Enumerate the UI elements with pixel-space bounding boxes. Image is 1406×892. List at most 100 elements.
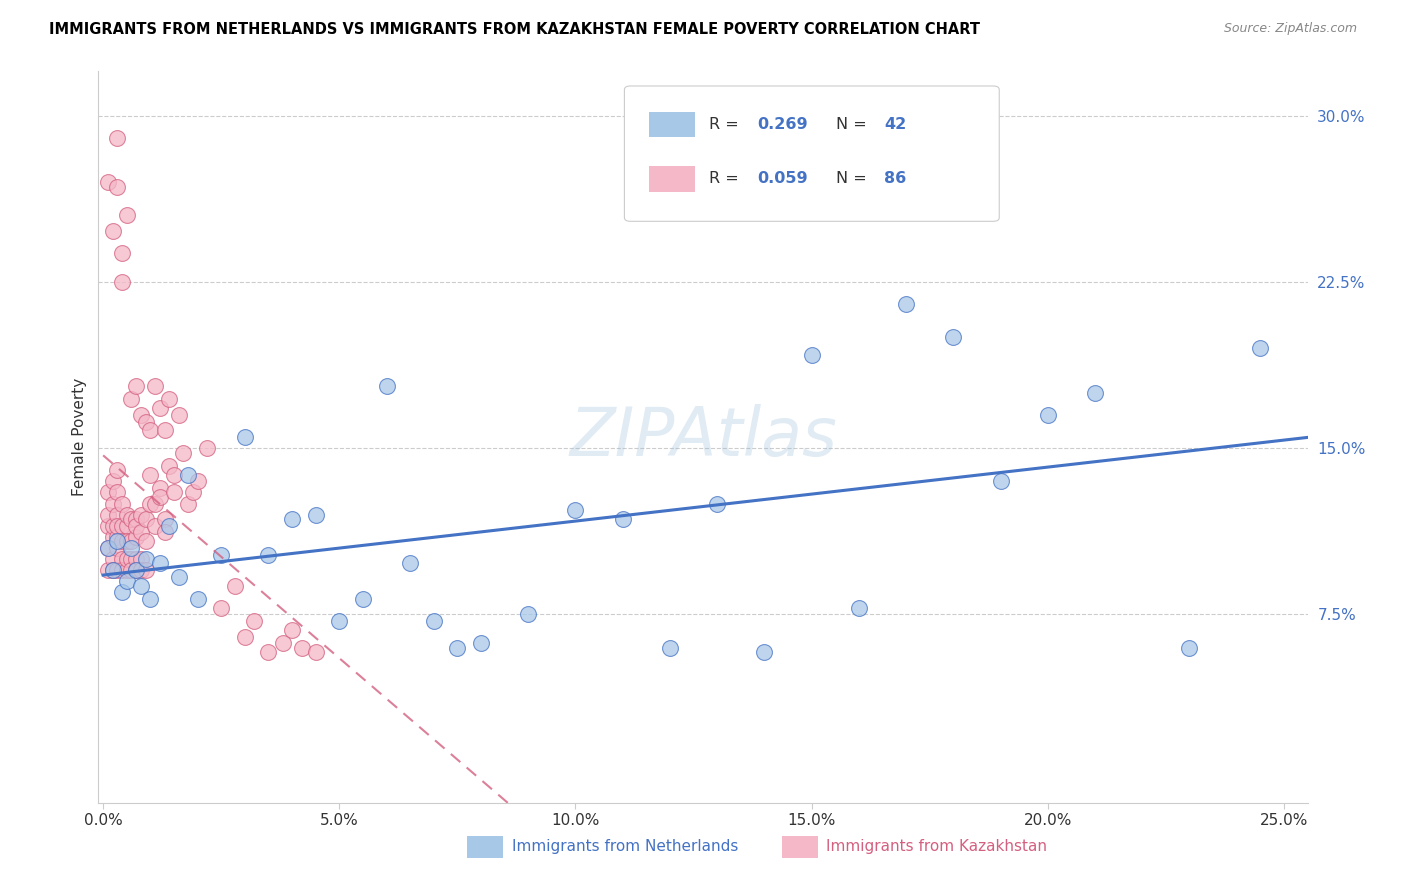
Point (149, 490, 172, 504)
Point (209, 548, 232, 562)
Point (139, 424, 162, 438)
Point (115, 518, 138, 533)
Point (105, 508, 128, 522)
Bar (467, 836, 503, 858)
Point (167, 408, 190, 422)
Text: Immigrants from Netherlands: Immigrants from Netherlands (512, 839, 738, 855)
Point (352, 591, 374, 606)
Point (143, 379, 166, 393)
Point (121, 563, 143, 577)
Point (135, 512, 157, 526)
Bar (648, 112, 695, 137)
Point (423, 614, 446, 628)
Text: 42: 42 (884, 117, 907, 131)
Point (105, 485, 128, 500)
Point (101, 518, 124, 533)
Point (233, 630, 256, 644)
Point (305, 508, 328, 522)
Point (942, 330, 965, 344)
Point (143, 518, 166, 533)
Point (281, 623, 304, 637)
Point (328, 614, 350, 628)
Point (105, 131, 128, 145)
Point (848, 600, 870, 615)
Point (139, 591, 162, 606)
Point (111, 518, 134, 533)
Point (177, 467, 200, 482)
Point (224, 578, 246, 592)
Point (233, 430, 256, 444)
Text: N =: N = (837, 117, 872, 131)
Point (143, 497, 166, 511)
Point (564, 503, 586, 517)
Point (135, 415, 157, 429)
Point (115, 508, 138, 522)
Point (97, 508, 120, 522)
Point (375, 379, 398, 393)
Point (157, 458, 180, 473)
Point (129, 578, 152, 592)
Text: ZIPAtlas: ZIPAtlas (569, 404, 837, 470)
Point (111, 563, 134, 577)
Point (97, 485, 120, 500)
Point (187, 475, 209, 489)
Point (281, 512, 304, 526)
Point (257, 548, 280, 562)
Point (290, 640, 312, 655)
Point (149, 557, 172, 571)
Point (125, 552, 148, 566)
Bar (648, 167, 695, 192)
Point (1249, 342, 1271, 356)
Point (125, 379, 148, 393)
Point (209, 600, 232, 615)
Point (115, 209, 138, 223)
Point (243, 614, 266, 628)
Point (1084, 385, 1107, 400)
Point (125, 530, 148, 544)
Point (153, 424, 176, 438)
Text: IMMIGRANTS FROM NETHERLANDS VS IMMIGRANTS FROM KAZAKHSTAN FEMALE POVERTY CORRELA: IMMIGRANTS FROM NETHERLANDS VS IMMIGRANT… (49, 22, 980, 37)
Point (135, 552, 157, 566)
Point (163, 467, 186, 482)
Text: 0.059: 0.059 (758, 171, 808, 186)
Point (105, 463, 128, 477)
Point (101, 497, 124, 511)
Point (121, 392, 143, 407)
Point (111, 246, 134, 260)
Point (129, 508, 152, 522)
Point (517, 607, 540, 622)
Point (105, 563, 128, 577)
Point (149, 401, 172, 416)
Text: R =: R = (709, 117, 744, 131)
Point (139, 467, 162, 482)
Point (163, 485, 186, 500)
Point (105, 179, 128, 194)
Point (101, 475, 124, 489)
Point (195, 441, 218, 455)
Point (97, 175, 120, 189)
Point (121, 552, 143, 566)
Point (101, 563, 124, 577)
Point (97, 541, 120, 555)
Point (115, 574, 138, 589)
Y-axis label: Female Poverty: Female Poverty (72, 378, 87, 496)
Point (446, 640, 468, 655)
Point (125, 563, 148, 577)
Point (115, 552, 138, 566)
Point (305, 645, 328, 659)
Point (105, 534, 128, 549)
Point (135, 534, 157, 549)
Point (105, 541, 128, 555)
Point (101, 552, 124, 566)
Point (157, 392, 180, 407)
Text: 86: 86 (884, 171, 907, 186)
Point (105, 530, 128, 544)
Point (658, 640, 681, 655)
Point (612, 512, 634, 526)
Point (125, 563, 148, 577)
Text: Immigrants from Kazakhstan: Immigrants from Kazakhstan (827, 839, 1047, 855)
Point (97, 563, 120, 577)
Point (101, 563, 124, 577)
Point (97, 518, 120, 533)
Point (101, 530, 124, 544)
